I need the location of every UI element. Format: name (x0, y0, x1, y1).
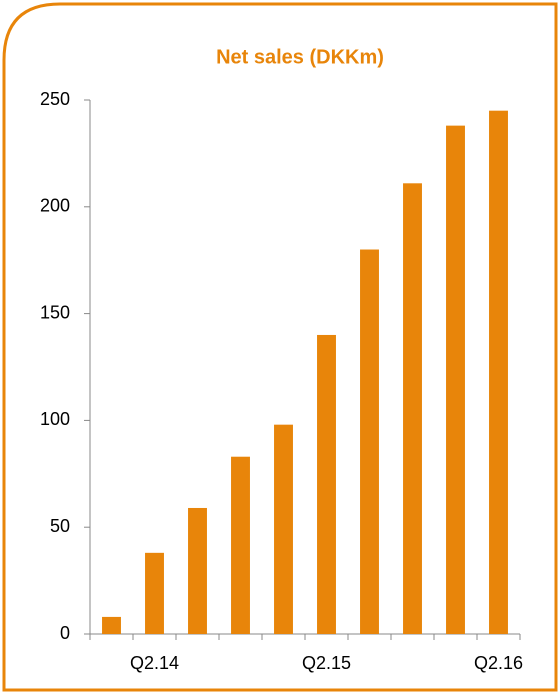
y-tick-label: 250 (40, 89, 70, 109)
bar (446, 125, 465, 634)
bar (317, 334, 336, 634)
bar (102, 616, 121, 634)
x-tick-label: Q2.15 (302, 653, 351, 673)
bar (231, 456, 250, 634)
y-tick-label: 100 (40, 409, 70, 429)
chart-title: Net sales (DKKm) (216, 46, 384, 68)
bar (274, 424, 293, 634)
bar (403, 183, 422, 634)
bar (360, 249, 379, 634)
y-tick-label: 150 (40, 302, 70, 322)
x-tick-label: Q2.16 (474, 653, 523, 673)
bar (489, 110, 508, 635)
x-tick-label: Q2.14 (130, 653, 179, 673)
bar (145, 552, 164, 634)
y-tick-label: 200 (40, 196, 70, 216)
y-tick-label: 50 (50, 516, 70, 536)
bar (188, 507, 207, 634)
y-tick-label: 0 (60, 623, 70, 643)
